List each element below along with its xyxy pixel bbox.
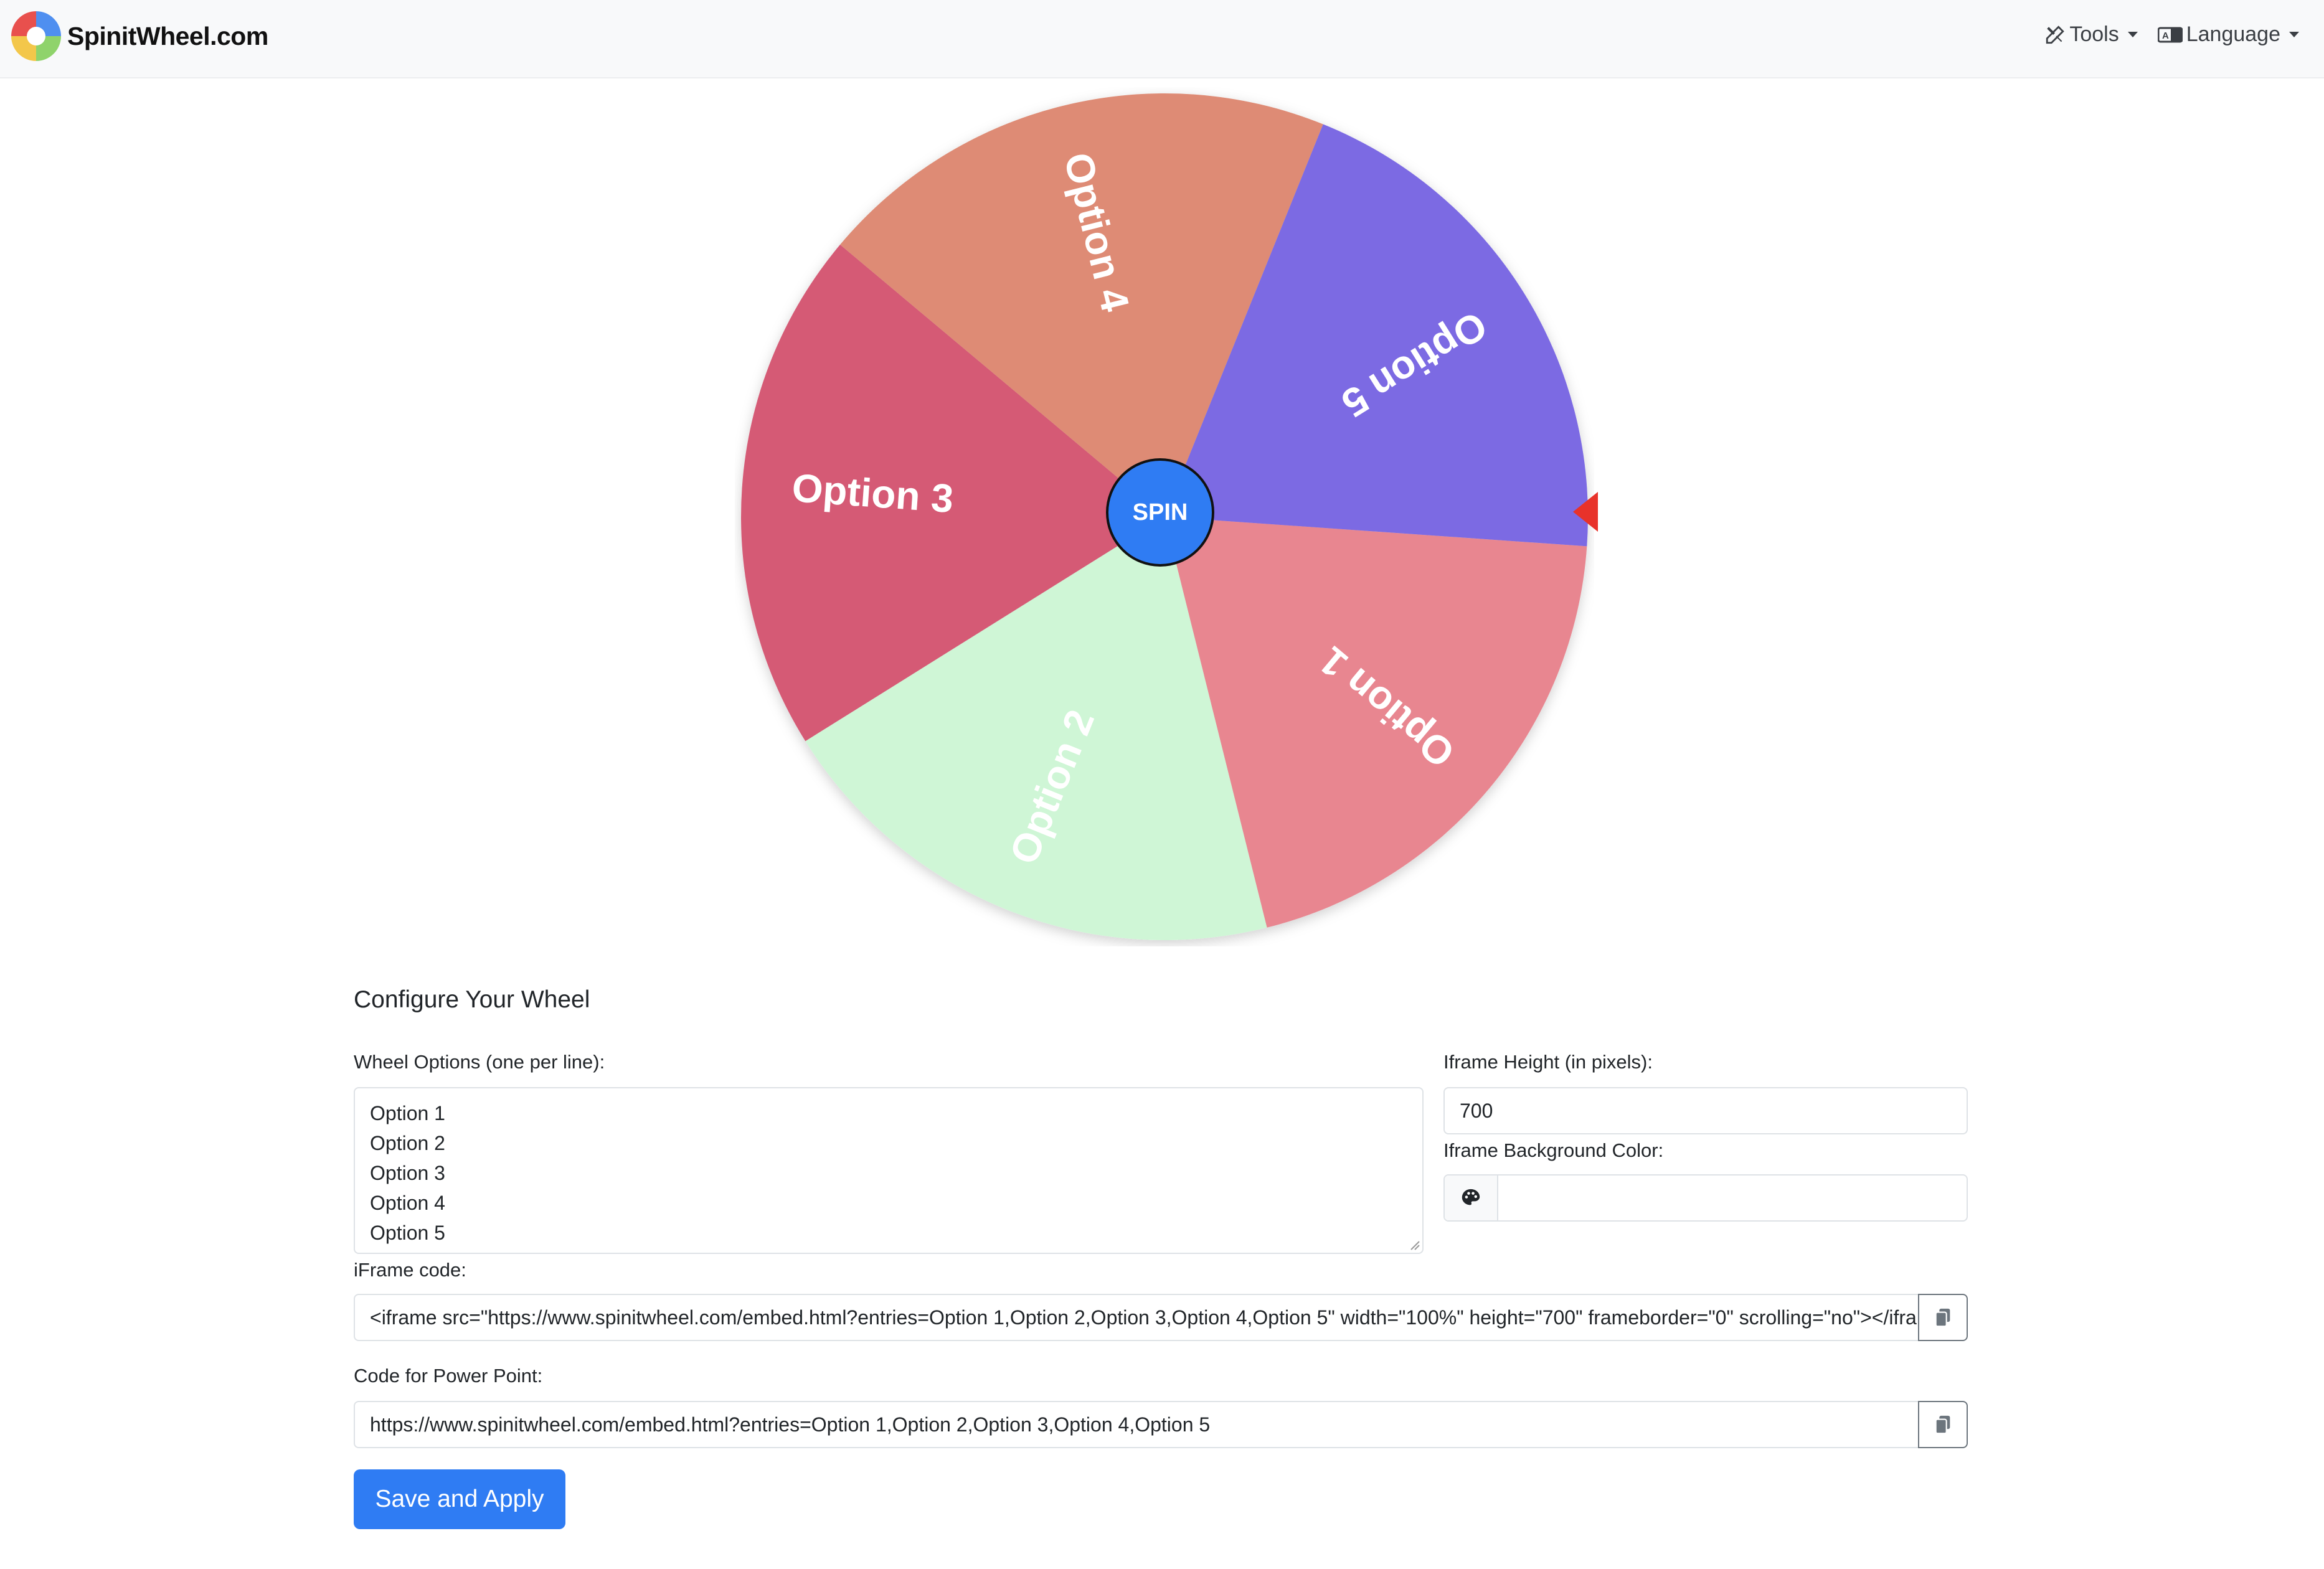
nav-right: Tools A Language <box>2024 22 2299 47</box>
tools-icon <box>2046 25 2065 44</box>
language-label: Language <box>2186 22 2280 46</box>
chevron-down-icon <box>2289 32 2299 37</box>
copy-ppt-button[interactable] <box>1918 1401 1968 1448</box>
brand-link[interactable]: SpinitWheel.com <box>10 10 268 62</box>
option-line: Option 5 <box>370 1222 445 1244</box>
tools-label: Tools <box>2069 22 2119 46</box>
wheel-segment <box>741 244 1164 742</box>
config-title: Configure Your Wheel <box>354 986 590 1013</box>
wheel-segment <box>1164 124 1588 547</box>
wheel-pointer <box>1573 492 1598 532</box>
translate-icon: A <box>2157 27 2183 42</box>
options-textarea[interactable]: Option 1 Option 2 Option 3 Option 4 Option 5 <box>354 1087 1424 1254</box>
tools-dropdown[interactable]: Tools <box>2044 22 2138 47</box>
bg-color-input[interactable] <box>1498 1176 1967 1220</box>
brand-name: SpinitWheel.com <box>67 21 268 50</box>
wheel-segment <box>1164 517 1587 928</box>
options-label: Wheel Options (one per line): <box>354 1051 605 1073</box>
option-line: Option 2 <box>370 1132 445 1154</box>
height-label: Iframe Height (in pixels): <box>1443 1051 1653 1073</box>
options-list: Option 1 Option 2 Option 3 Option 4 Option 5 <box>370 1098 1407 1248</box>
bg-color-label: Iframe Background Color: <box>1443 1139 1664 1161</box>
iframe-code-group: <iframe src="https://www.spinitwheel.com… <box>354 1294 1968 1341</box>
palette-icon <box>1462 1189 1480 1205</box>
bg-color-group <box>1443 1174 1968 1222</box>
wheel-segment <box>840 93 1323 517</box>
chevron-down-icon <box>2127 32 2138 37</box>
ppt-code-group: https://www.spinitwheel.com/embed.html?e… <box>354 1401 1968 1448</box>
ppt-label: Code for Power Point: <box>354 1365 543 1387</box>
option-line: Option 1 <box>370 1102 445 1124</box>
option-line: Option 4 <box>370 1192 445 1214</box>
iframe-code-input[interactable]: <iframe src="https://www.spinitwheel.com… <box>354 1294 1918 1341</box>
iframe-label: iFrame code: <box>354 1259 466 1281</box>
height-input[interactable]: 700 <box>1443 1087 1968 1134</box>
resize-grip-icon[interactable] <box>1409 1239 1420 1250</box>
wheel-segment <box>805 517 1267 940</box>
ppt-code-input[interactable]: https://www.spinitwheel.com/embed.html?e… <box>354 1401 1918 1448</box>
clipboard-icon <box>1935 1308 1950 1327</box>
navbar: SpinitWheel.com Tools A Language <box>0 0 2324 78</box>
color-picker-button[interactable] <box>1445 1176 1498 1220</box>
svg-text:A: A <box>2162 31 2169 41</box>
save-apply-button[interactable]: Save and Apply <box>354 1469 565 1529</box>
spin-button[interactable]: SPIN <box>1106 458 1214 567</box>
wheel[interactable]: Option 1 Option 2 Option 3 Option 4 Option 5… <box>735 87 1594 946</box>
logo-icon <box>11 11 61 61</box>
option-line: Option 3 <box>370 1162 445 1184</box>
clipboard-icon <box>1935 1415 1950 1435</box>
language-dropdown[interactable]: A Language <box>2157 22 2299 47</box>
copy-iframe-button[interactable] <box>1918 1294 1968 1341</box>
